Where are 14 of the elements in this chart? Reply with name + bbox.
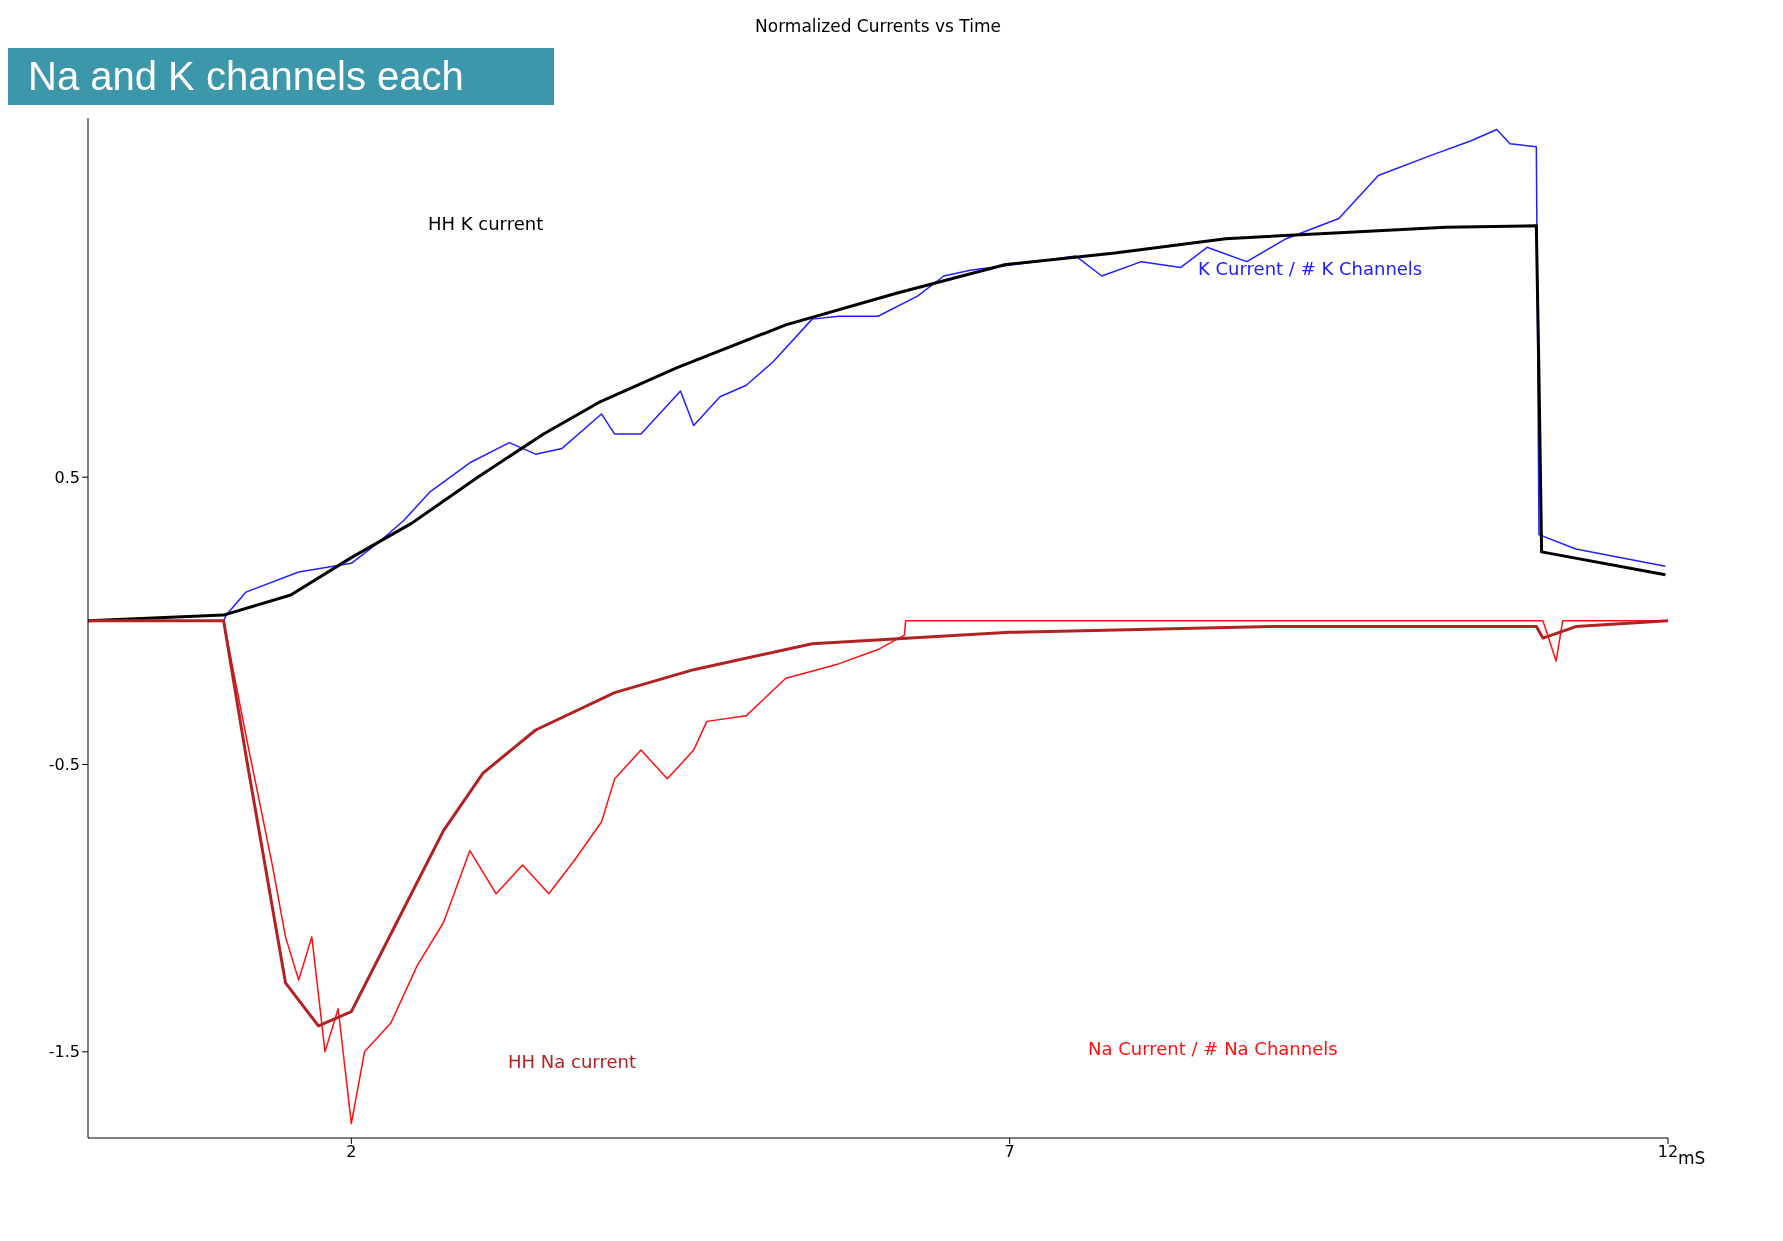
x-tick-label: 7 xyxy=(1004,1142,1015,1162)
y-tick-label: 0.5 xyxy=(54,467,80,487)
text: Na and K channels each xyxy=(8,48,554,105)
x-tick-label: 12 xyxy=(1657,1142,1679,1162)
chart-title: Normalized Currents vs Time xyxy=(754,16,1002,36)
text: HH K current xyxy=(428,213,544,234)
series-label: K Current / # K Channels xyxy=(1198,258,1423,279)
line-series xyxy=(88,619,1668,1028)
text: Na Current / # Na Channels xyxy=(1088,1038,1338,1059)
text: HH Na current xyxy=(508,1051,636,1072)
y-tick-label: -1.5 xyxy=(48,1042,80,1062)
x-tick-label: 2 xyxy=(346,1142,357,1162)
x-axis-title: mS xyxy=(1678,1148,1706,1168)
y-tick-label: -0.5 xyxy=(48,755,80,775)
